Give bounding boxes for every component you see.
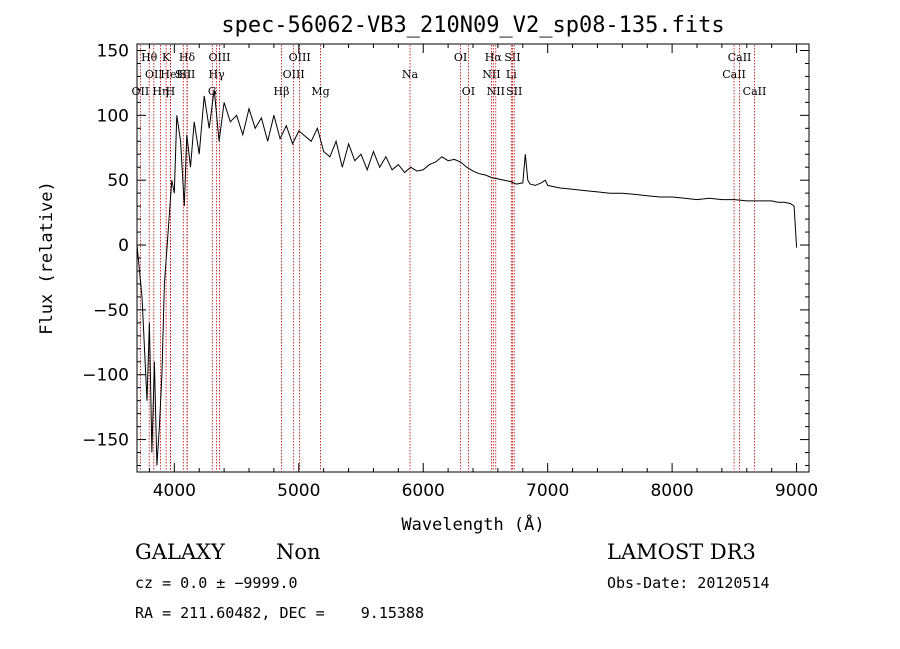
- object-class: GALAXY: [135, 540, 225, 564]
- marker-label: Na: [402, 68, 419, 81]
- y-axis-label: Flux (relative): [37, 181, 57, 335]
- marker-label: HeI: [160, 68, 180, 81]
- chart-title: spec-56062-VB3_210N09_V2_sp08-135.fits: [221, 13, 724, 38]
- y-tick-label: 150: [97, 41, 129, 61]
- marker-label: OII: [145, 68, 163, 81]
- x-axis-label: Wavelength (Å): [401, 513, 544, 535]
- marker-label: OIII: [289, 51, 311, 64]
- marker-label: SII: [175, 68, 191, 81]
- y-tick-label: 100: [97, 106, 129, 126]
- marker-label: OI: [462, 85, 475, 98]
- marker-label: SII: [506, 85, 522, 98]
- y-tick-label: −50: [93, 301, 129, 321]
- marker-label: Hθ: [141, 51, 158, 64]
- marker-label: H: [166, 85, 176, 98]
- x-tick-label: 6000: [402, 481, 445, 501]
- marker-label: CaII: [728, 51, 752, 64]
- y-axis: −150 −100 −50 0 50 100 150: [82, 41, 809, 467]
- object-subclass: Non: [276, 540, 321, 564]
- marker-label: OII: [132, 85, 150, 98]
- marker-label: K: [162, 51, 171, 64]
- y-tick-label: −100: [82, 366, 129, 386]
- y-tick-label: 0: [118, 236, 129, 256]
- y-tick-label: 50: [107, 171, 129, 191]
- marker-label: Hγ: [209, 68, 226, 81]
- marker-label: Hβ: [274, 85, 290, 98]
- marker-label: SII: [179, 68, 195, 81]
- plot-area: [136, 43, 810, 473]
- x-tick-label: 9000: [775, 481, 818, 501]
- marker-label: Li: [506, 68, 517, 81]
- spectrum-chart: OIIHθOIIHηHeIKHSIIHδSIIGOIIIHγHβOIIIOIII…: [37, 13, 818, 535]
- marker-label: Hη: [152, 85, 168, 98]
- x-tick-label: 7000: [526, 481, 569, 501]
- x-axis: 4000 5000 6000 7000 8000 9000: [148, 44, 818, 501]
- marker-label: Mg: [311, 85, 329, 98]
- x-tick-label: 8000: [650, 481, 693, 501]
- marker-label: Hα: [485, 51, 503, 64]
- redshift-value: cz = 0.0 ± −9999.0: [135, 574, 298, 592]
- coordinates: RA = 211.60482, DEC = 9.15388: [135, 604, 424, 622]
- marker-label: G: [208, 85, 217, 98]
- marker-label: OI: [454, 51, 467, 64]
- line-markers: OIIHθOIIHηHeIKHSIIHδSIIGOIIIHγHβOIIIOIII…: [132, 45, 767, 471]
- obs-date: Obs-Date: 20120514: [607, 574, 770, 592]
- marker-label: CaII: [722, 68, 746, 81]
- marker-label: NII: [487, 85, 505, 98]
- marker-label: OIII: [208, 51, 230, 64]
- x-tick-label: 5000: [277, 481, 320, 501]
- marker-label: SII: [504, 51, 520, 64]
- x-tick-label: 4000: [153, 481, 196, 501]
- marker-label: NII: [482, 68, 500, 81]
- y-tick-label: −150: [82, 431, 129, 451]
- marker-label: OIII: [283, 68, 305, 81]
- spectrum-line: [136, 89, 798, 466]
- marker-label: CaII: [743, 85, 767, 98]
- survey-name: LAMOST DR3: [607, 540, 756, 564]
